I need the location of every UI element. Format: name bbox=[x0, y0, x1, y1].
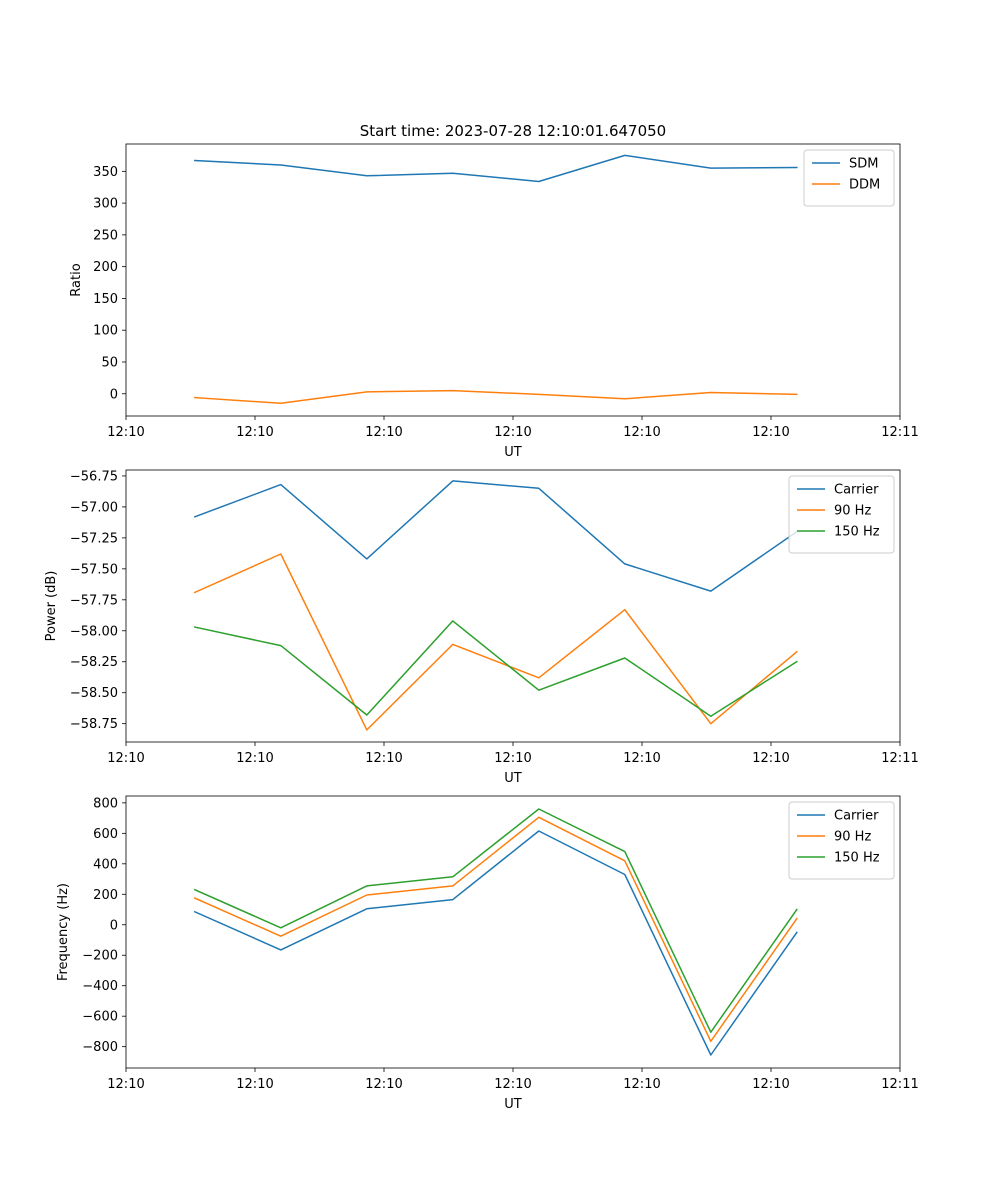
y-tick-label: −57.00 bbox=[70, 500, 118, 515]
y-tick-label: −56.75 bbox=[70, 469, 118, 484]
x-tick-label: 12:10 bbox=[365, 1077, 402, 1092]
y-tick-label: −400 bbox=[82, 979, 118, 994]
y-tick-label: −800 bbox=[82, 1040, 118, 1055]
x-tick-label: 12:10 bbox=[107, 1077, 144, 1092]
x-tick-label: 12:10 bbox=[752, 1077, 789, 1092]
y-tick-label: 350 bbox=[93, 165, 118, 180]
x-tick-label: 12:10 bbox=[107, 751, 144, 766]
x-tick-label: 12:10 bbox=[623, 751, 660, 766]
x-axis-label: UT bbox=[504, 771, 522, 786]
y-axis-label: Frequency (Hz) bbox=[56, 883, 71, 981]
x-tick-label: 12:10 bbox=[365, 751, 402, 766]
legend-label-150-hz: 150 Hz bbox=[834, 851, 880, 866]
x-tick-label: 12:10 bbox=[494, 1077, 531, 1092]
panel-1: Start time: 2023-07-28 12:10:01.647050 12… bbox=[69, 122, 919, 460]
chart-title: Start time: 2023-07-28 12:10:01.647050 bbox=[360, 122, 666, 140]
y-tick-label: −58.50 bbox=[70, 686, 118, 701]
x-tick-label: 12:11 bbox=[881, 751, 918, 766]
y-tick-label: 0 bbox=[110, 918, 118, 933]
legend-label-carrier: Carrier bbox=[834, 483, 879, 498]
legend-label-150-hz: 150 Hz bbox=[834, 525, 880, 540]
x-tick-label: 12:10 bbox=[494, 425, 531, 440]
legend-frame bbox=[788, 801, 895, 880]
x-tick-label: 12:10 bbox=[365, 425, 402, 440]
legend-label-carrier: Carrier bbox=[834, 809, 879, 824]
x-tick-label: 12:10 bbox=[623, 425, 660, 440]
x-tick-label: 12:10 bbox=[494, 751, 531, 766]
y-tick-label: −58.00 bbox=[70, 624, 118, 639]
legend-frame bbox=[788, 475, 895, 554]
y-tick-label: 150 bbox=[93, 292, 118, 307]
x-tick-label: 12:10 bbox=[236, 1077, 273, 1092]
legend: SDM DDM bbox=[803, 149, 895, 207]
y-tick-label: 300 bbox=[93, 197, 118, 212]
panel-2: 12:10 12:10 12:10 12:10 12:10 12:10 12:11 −58.7… bbox=[44, 469, 919, 786]
y-tick-label: 200 bbox=[93, 888, 118, 903]
legend-label-ddm: DDM bbox=[849, 178, 880, 193]
y-tick-label: 100 bbox=[93, 324, 118, 339]
y-tick-label: 50 bbox=[101, 355, 118, 370]
x-axis-label: UT bbox=[504, 445, 522, 460]
series-line-carrier bbox=[193, 480, 798, 592]
series-line-90-hz bbox=[193, 816, 798, 1043]
y-tick-label: −58.25 bbox=[70, 655, 118, 670]
x-tick-label: 12:10 bbox=[107, 425, 144, 440]
legend-label-sdm: SDM bbox=[849, 157, 878, 172]
x-axis-label: UT bbox=[504, 1097, 522, 1112]
y-tick-label: 0 bbox=[110, 387, 118, 402]
series-line-150-hz bbox=[193, 620, 798, 717]
y-tick-label: 400 bbox=[93, 857, 118, 872]
legend: Carrier 90 Hz 150 Hz bbox=[788, 475, 895, 554]
series-line-ddm bbox=[194, 389, 798, 405]
series-line-sdm bbox=[194, 154, 798, 183]
y-tick-label: 250 bbox=[93, 228, 118, 243]
y-tick-label: −200 bbox=[82, 949, 118, 964]
y-axis-label: Ratio bbox=[69, 263, 84, 296]
legend: Carrier 90 Hz 150 Hz bbox=[788, 801, 895, 880]
panel-3: 12:10 12:10 12:10 12:10 12:10 12:10 12:11 −800 −… bbox=[56, 795, 919, 1112]
x-tick-label: 12:10 bbox=[752, 751, 789, 766]
legend-label-90-hz: 90 Hz bbox=[834, 504, 871, 519]
y-tick-label: 200 bbox=[93, 260, 118, 275]
y-tick-label: −57.75 bbox=[70, 593, 118, 608]
x-tick-label: 12:11 bbox=[881, 1077, 918, 1092]
series-line-carrier bbox=[193, 830, 798, 1056]
y-tick-label: −57.25 bbox=[70, 531, 118, 546]
x-tick-label: 12:10 bbox=[752, 425, 789, 440]
y-tick-label: −600 bbox=[82, 1010, 118, 1025]
legend-frame bbox=[803, 149, 895, 207]
x-tick-label: 12:10 bbox=[236, 751, 273, 766]
y-tick-label: −57.50 bbox=[70, 562, 118, 577]
x-tick-label: 12:11 bbox=[881, 425, 918, 440]
x-tick-label: 12:10 bbox=[623, 1077, 660, 1092]
x-tick-label: 12:10 bbox=[236, 425, 273, 440]
series-line-90-hz bbox=[193, 553, 798, 731]
y-axis-label: Power (dB) bbox=[44, 571, 59, 642]
series-line-150-hz bbox=[193, 808, 798, 1033]
y-tick-label: 600 bbox=[93, 827, 118, 842]
y-tick-label: −58.75 bbox=[70, 717, 118, 732]
y-tick-label: 800 bbox=[93, 796, 118, 811]
legend-label-90-hz: 90 Hz bbox=[834, 830, 871, 845]
